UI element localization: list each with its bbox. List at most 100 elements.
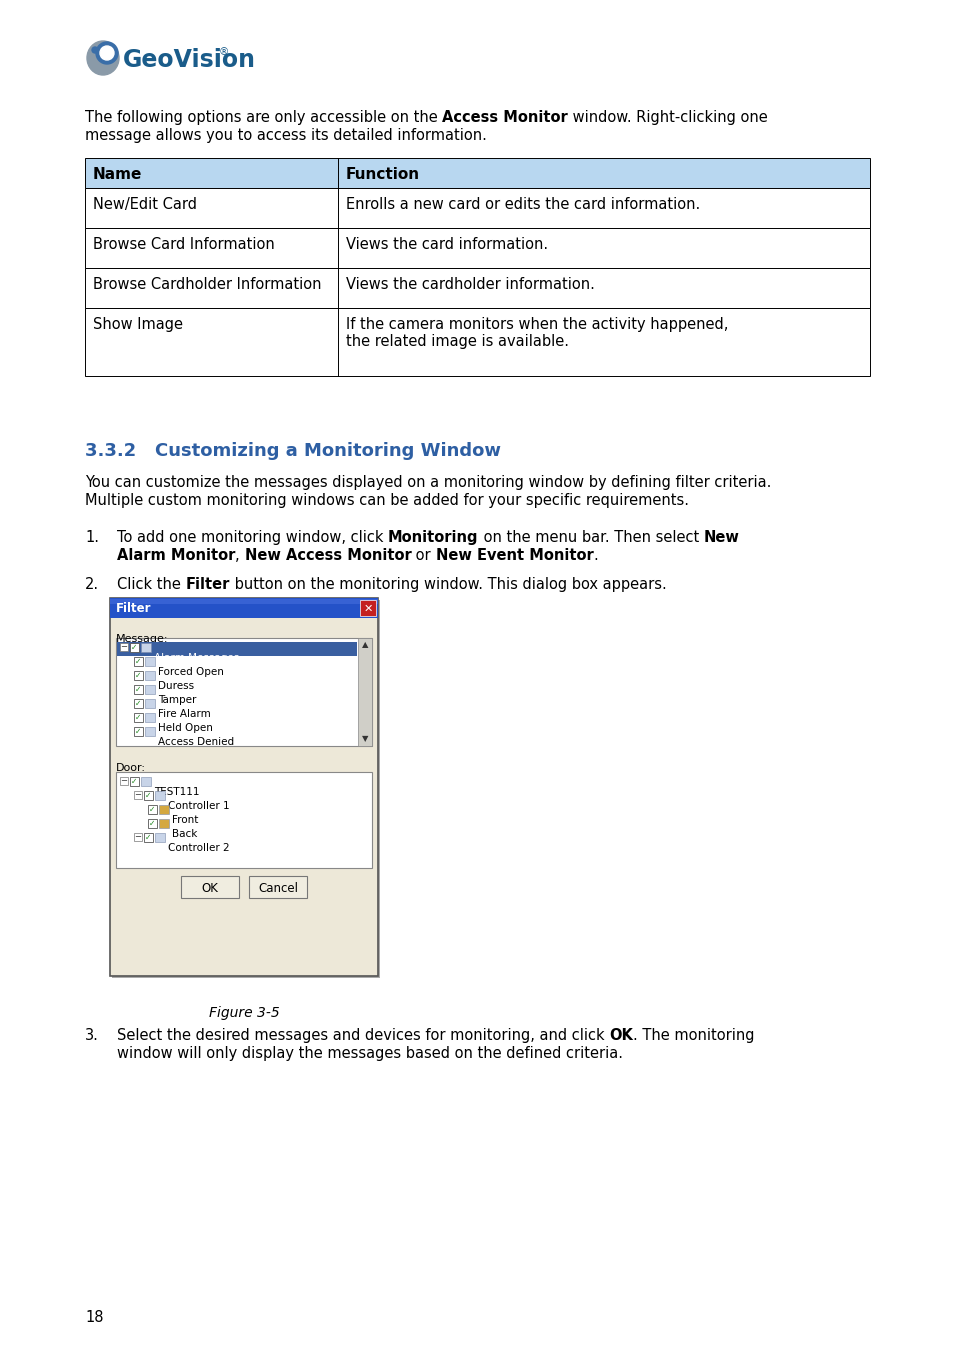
Text: Views the card information.: Views the card information.: [346, 238, 548, 252]
Text: Alarm Messages: Alarm Messages: [153, 653, 239, 663]
Bar: [145, 657, 154, 666]
Bar: [130, 778, 139, 786]
Text: ▼: ▼: [361, 734, 368, 744]
Bar: [148, 805, 157, 814]
Text: ✓: ✓: [135, 728, 142, 736]
Bar: [154, 833, 165, 842]
Text: GeoVision: GeoVision: [123, 49, 255, 72]
Ellipse shape: [87, 40, 119, 76]
Bar: [357, 639, 372, 747]
Bar: [110, 599, 377, 603]
Text: ✓: ✓: [132, 778, 137, 786]
Text: −: −: [120, 643, 128, 652]
Bar: [112, 599, 379, 977]
Text: Enrolls a new card or edits the card information.: Enrolls a new card or edits the card inf…: [346, 197, 700, 212]
Bar: [141, 643, 151, 652]
Text: 3.3.2   Customizing a Monitoring Window: 3.3.2 Customizing a Monitoring Window: [85, 441, 500, 460]
Text: Monitoring: Monitoring: [388, 531, 478, 545]
Text: New Event Monitor: New Event Monitor: [436, 548, 593, 563]
Text: Controller 2: Controller 2: [168, 842, 230, 853]
Text: ✓: ✓: [135, 671, 142, 680]
Bar: [130, 643, 139, 652]
Text: ✓: ✓: [135, 657, 142, 666]
Bar: [249, 876, 307, 898]
Text: TEST111: TEST111: [153, 787, 199, 796]
Text: window. Right-clicking one: window. Right-clicking one: [568, 109, 767, 126]
Bar: [120, 643, 128, 651]
Text: The following options are only accessible on the: The following options are only accessibl…: [85, 109, 442, 126]
Bar: [148, 819, 157, 828]
Bar: [159, 819, 169, 828]
Text: . The monitoring: . The monitoring: [633, 1027, 754, 1044]
Text: Cancel: Cancel: [257, 882, 297, 895]
Bar: [110, 598, 377, 618]
Text: message allows you to access its detailed information.: message allows you to access its detaile…: [85, 128, 486, 143]
Text: button on the monitoring window. This dialog box appears.: button on the monitoring window. This di…: [230, 576, 666, 593]
Bar: [145, 728, 154, 736]
Text: ▲: ▲: [361, 640, 368, 649]
Bar: [85, 269, 869, 308]
Ellipse shape: [100, 46, 113, 59]
Text: ,: ,: [235, 548, 244, 563]
Bar: [116, 639, 372, 747]
Bar: [120, 778, 128, 784]
Text: ✕: ✕: [363, 603, 373, 614]
Bar: [145, 684, 154, 694]
Text: window will only display the messages based on the defined criteria.: window will only display the messages ba…: [117, 1046, 622, 1061]
Text: Held Open: Held Open: [158, 724, 213, 733]
Bar: [117, 643, 356, 656]
Text: OK: OK: [201, 882, 218, 895]
Text: New Access Monitor: New Access Monitor: [244, 548, 411, 563]
Text: You can customize the messages displayed on a monitoring window by defining filt: You can customize the messages displayed…: [85, 475, 771, 490]
Ellipse shape: [91, 47, 98, 53]
Text: Show Image: Show Image: [92, 317, 183, 332]
Text: 3.: 3.: [85, 1027, 99, 1044]
Bar: [181, 876, 239, 898]
Text: Back: Back: [172, 829, 197, 838]
Bar: [133, 833, 142, 841]
Text: Filter: Filter: [116, 602, 152, 616]
Bar: [133, 699, 143, 707]
Text: Click the: Click the: [117, 576, 185, 593]
Text: Function: Function: [346, 167, 419, 182]
Bar: [145, 699, 154, 707]
Bar: [133, 657, 143, 666]
Text: ®: ®: [219, 47, 229, 57]
Text: ✓: ✓: [132, 643, 137, 652]
Bar: [145, 671, 154, 680]
Text: 2.: 2.: [85, 576, 99, 593]
Text: Tamper: Tamper: [158, 695, 196, 705]
Text: Access Monitor: Access Monitor: [442, 109, 568, 126]
Text: Browse Cardholder Information: Browse Cardholder Information: [92, 277, 321, 292]
Text: ✓: ✓: [150, 805, 155, 814]
Text: Browse Card Information: Browse Card Information: [92, 238, 274, 252]
Bar: [110, 598, 377, 976]
Text: Filter: Filter: [185, 576, 230, 593]
Text: ✓: ✓: [145, 791, 152, 801]
Bar: [133, 713, 143, 722]
Bar: [141, 778, 151, 786]
Bar: [144, 833, 152, 842]
Ellipse shape: [96, 42, 118, 63]
Text: Front: Front: [172, 815, 198, 825]
Text: Name: Name: [92, 167, 142, 182]
Bar: [159, 805, 169, 814]
Bar: [85, 308, 869, 377]
Text: ✓: ✓: [135, 699, 142, 707]
Text: New: New: [702, 531, 739, 545]
Text: 18: 18: [85, 1310, 103, 1324]
Text: 1.: 1.: [85, 531, 99, 545]
Bar: [85, 158, 869, 188]
Text: or: or: [411, 548, 436, 563]
Text: ✓: ✓: [135, 713, 142, 722]
Bar: [116, 772, 372, 868]
Bar: [154, 791, 165, 801]
Text: −: −: [134, 833, 141, 841]
Text: ✓: ✓: [150, 819, 155, 828]
Text: the related image is available.: the related image is available.: [346, 333, 568, 350]
Bar: [133, 791, 142, 799]
Text: To add one monitoring window, click: To add one monitoring window, click: [117, 531, 388, 545]
Text: New/Edit Card: New/Edit Card: [92, 197, 196, 212]
Text: Door:: Door:: [116, 763, 146, 774]
Bar: [85, 228, 869, 269]
